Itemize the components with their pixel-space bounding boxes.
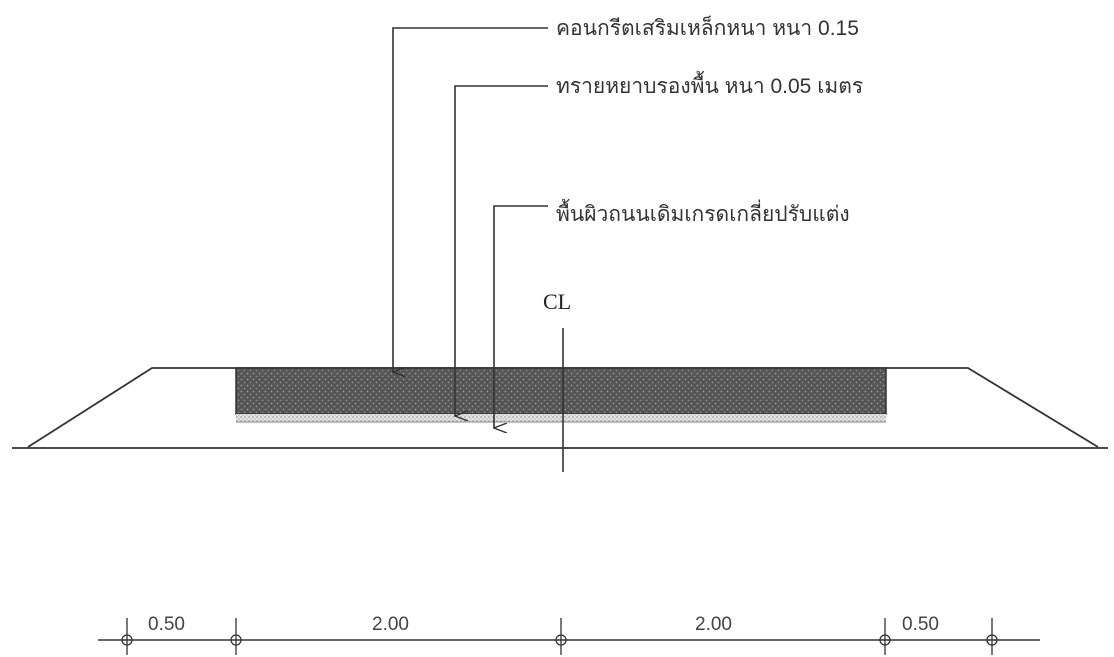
callout-leader-sand	[455, 85, 548, 416]
dimension-line	[98, 618, 1040, 655]
dimension-label-left-shoulder: 0.50	[148, 614, 185, 635]
callout-leader-subgrade	[494, 205, 548, 428]
dimension-label-right-shoulder: 0.50	[902, 614, 939, 635]
dimension-tick	[121, 618, 133, 655]
dimension-tick	[555, 618, 567, 655]
callout-leader-concrete	[393, 27, 548, 372]
dimension-tick	[986, 618, 998, 655]
concrete-slab	[235, 367, 887, 415]
callout-label-subgrade: พื้นผิวถนนเดิมเกรดเกลี่ยปรับแต่ง	[556, 199, 850, 226]
dimension-label-left-lane: 2.00	[372, 614, 409, 635]
dimension-tick	[230, 618, 242, 655]
sand-bedding-layer	[236, 414, 886, 422]
callout-label-sand: ทรายหยาบรองพื้น หนา 0.05 เมตร	[556, 71, 863, 98]
dimension-label-right-lane: 2.00	[695, 614, 732, 635]
centerline-label: CL	[543, 289, 571, 314]
dimension-tick	[879, 618, 891, 655]
callout-label-concrete: คอนกรีตเสริมเหล็กหนา หนา 0.15	[556, 14, 859, 40]
